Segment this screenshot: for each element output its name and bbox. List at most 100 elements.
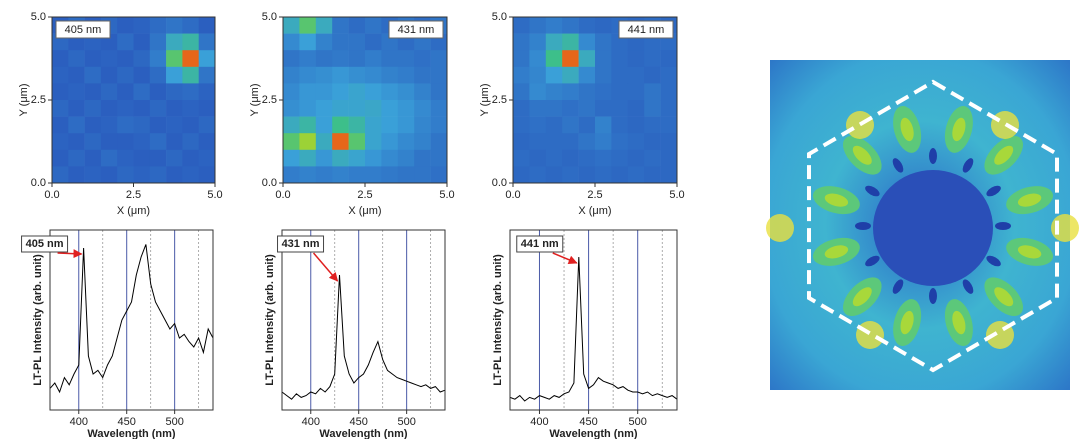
heat-cell — [611, 116, 629, 134]
heat-cell — [315, 83, 333, 101]
y-axis-label: Y (μm) — [249, 83, 261, 116]
heat-cell — [595, 133, 612, 151]
x-tick-label: 5.0 — [669, 189, 684, 201]
heat-cell — [198, 50, 216, 68]
simulation-image — [766, 60, 1079, 390]
heat-cell — [627, 166, 645, 184]
heat-cell — [133, 17, 151, 34]
heat-cell — [513, 116, 530, 134]
heat-cell — [430, 100, 448, 117]
heat-cell — [644, 100, 661, 117]
heat-cell — [627, 116, 645, 134]
heat-cell — [133, 149, 151, 167]
heat-cell — [182, 50, 199, 68]
heat-cell — [397, 66, 415, 84]
heat-cell — [332, 149, 349, 167]
heat-cell — [381, 50, 399, 68]
heat-cell — [68, 149, 85, 167]
heat-cell — [166, 133, 183, 151]
heat-cell — [68, 116, 85, 134]
heat-cell — [365, 116, 382, 134]
heat-cell — [381, 149, 399, 167]
x-tick-label: 450 — [118, 416, 136, 428]
sim-hotspot — [991, 111, 1019, 139]
heat-cell — [414, 133, 431, 151]
sim-lobe-core — [952, 310, 966, 335]
heat-cell — [365, 17, 382, 34]
label-box — [388, 20, 444, 39]
heat-cell — [166, 83, 183, 101]
heat-cell — [133, 33, 151, 51]
heat-cell — [381, 116, 399, 134]
heat-cell — [84, 66, 102, 84]
y-axis-label: LT-PL Intensity (arb. unit) — [32, 254, 44, 386]
heat-cell — [381, 83, 399, 101]
label-box — [55, 20, 111, 39]
annotation-arrow — [552, 252, 578, 265]
heat-cell — [283, 66, 300, 84]
sim-lobe-core — [952, 117, 966, 142]
heat-cell — [283, 149, 300, 167]
sim-node — [986, 185, 1001, 197]
heat-cell — [644, 50, 661, 68]
heat-cell — [562, 166, 579, 184]
heat-cell — [365, 83, 382, 101]
heat-cell — [595, 100, 612, 117]
heat-cell — [315, 33, 333, 51]
heat-cell — [562, 149, 579, 167]
heat-cell — [562, 50, 579, 68]
sim-node — [929, 288, 937, 304]
sim-lobe-core — [824, 245, 849, 259]
heat-cell — [117, 149, 134, 167]
heat-cell — [644, 133, 661, 151]
heat-cell — [133, 66, 151, 84]
heat-cell — [149, 100, 167, 117]
heat-cell — [166, 149, 183, 167]
heat-cell — [545, 17, 563, 34]
heat-cell — [529, 116, 547, 134]
heat-cell — [430, 83, 448, 101]
heat-cell — [595, 66, 612, 84]
heat-cell — [100, 149, 118, 167]
heat-cell — [545, 33, 563, 51]
heat-cell — [381, 166, 399, 184]
heat-cell — [414, 66, 431, 84]
heat-cell — [397, 116, 415, 134]
heat-cell — [52, 116, 69, 134]
heat-cell — [166, 66, 183, 84]
heat-cell — [595, 166, 612, 184]
heat-cell — [627, 149, 645, 167]
heat-cell — [562, 33, 579, 51]
heat-cell — [578, 149, 596, 167]
heat-cell — [133, 100, 151, 117]
heat-cell — [332, 166, 349, 184]
heat-cell — [283, 83, 300, 101]
heat-cell — [397, 149, 415, 167]
heat-cell — [348, 100, 366, 117]
heat-cell — [430, 166, 448, 184]
y-tick-label: 5.0 — [262, 11, 277, 23]
heat-cell — [332, 116, 349, 134]
y-tick-label: 2.5 — [262, 94, 277, 106]
heat-cell — [611, 149, 629, 167]
heat-cell — [133, 83, 151, 101]
x-tick-label: 0.0 — [275, 189, 290, 201]
heat-cell — [627, 133, 645, 151]
heat-cell — [660, 166, 678, 184]
plot-frame — [49, 229, 214, 411]
heat-cell — [660, 149, 678, 167]
heat-cell — [299, 83, 317, 101]
sim-node — [865, 185, 880, 197]
heat-cell — [149, 116, 167, 134]
heat-cell — [149, 66, 167, 84]
heat-cell — [283, 50, 300, 68]
heat-cell — [644, 83, 661, 101]
heat-cell — [595, 33, 612, 51]
heat-cell — [52, 66, 69, 84]
heat-cell — [545, 50, 563, 68]
heat-cell — [365, 100, 382, 117]
heat-cell — [283, 33, 300, 51]
heat-cell — [166, 33, 183, 51]
sim-hotspot — [856, 321, 884, 349]
heat-cell — [644, 116, 661, 134]
